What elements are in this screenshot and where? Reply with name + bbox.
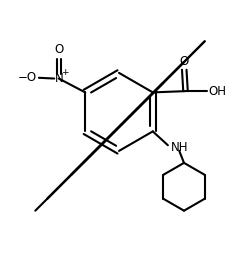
- Text: −O: −O: [17, 71, 36, 84]
- Text: OH: OH: [208, 85, 226, 98]
- Text: NH: NH: [171, 141, 188, 154]
- Text: O: O: [180, 55, 189, 68]
- Text: N: N: [55, 72, 63, 85]
- Text: +: +: [61, 68, 69, 77]
- Text: O: O: [54, 43, 63, 56]
